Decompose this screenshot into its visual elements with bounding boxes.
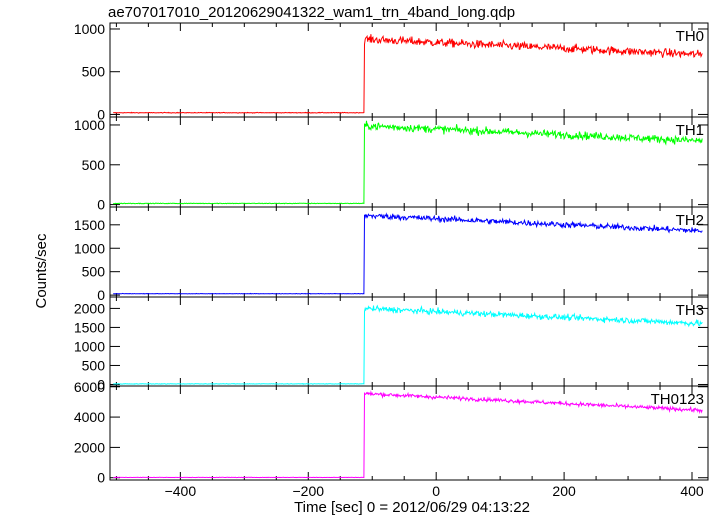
y-tick-label: 0	[97, 287, 105, 303]
y-tick-label: 0	[97, 376, 105, 392]
y-tick-label: 500	[82, 64, 106, 80]
y-tick-label: 1000	[74, 240, 105, 256]
panel-th2: 0 500 1000 1500 TH2	[74, 206, 709, 303]
x-tick-label: −200	[292, 483, 324, 499]
panels-group: 0 500 1000 TH0 0 500 1000 TH1 0 500 1000 1500 TH2 0 50…	[74, 21, 709, 499]
panel-th0: 0 500 1000 TH0	[74, 21, 709, 122]
x-tick-label: −400	[165, 483, 197, 499]
x-tick-label: 200	[552, 483, 576, 499]
chart-title: ae707017010_20120629041322_wam1_trn_4ban…	[108, 4, 515, 21]
y-tick-label: 2000	[74, 439, 105, 455]
panel-th1: 0 500 1000 TH1	[74, 116, 709, 213]
y-tick-label: 500	[82, 357, 106, 373]
panel-frame	[109, 385, 709, 481]
x-tick-label: 400	[680, 483, 704, 499]
y-axis-label: Counts/sec	[33, 233, 50, 309]
series-line-th0123	[113, 390, 703, 479]
series-label: TH0123	[651, 391, 704, 408]
y-tick-label: 0	[97, 197, 105, 213]
y-tick-label: 0	[97, 470, 105, 486]
y-tick-label: 500	[82, 264, 106, 280]
series-line-th2	[113, 212, 703, 295]
panel-frame	[109, 22, 709, 118]
y-tick-label: 6000	[74, 379, 105, 395]
x-axis-label: Time [sec] 0 = 2012/06/29 04:13:22	[294, 499, 530, 516]
y-tick-label: 500	[82, 157, 106, 173]
series-label: TH1	[676, 122, 704, 139]
series-label: TH0	[676, 28, 704, 45]
y-tick-label: 4000	[74, 409, 105, 425]
panel-th3: 0 500 1000 1500 2000 TH3	[74, 296, 709, 392]
y-tick-label: 2000	[74, 300, 105, 316]
series-line-th3	[113, 304, 703, 386]
y-tick-label: 1000	[74, 117, 105, 133]
series-line-th0	[113, 34, 703, 114]
y-tick-label: 1500	[74, 319, 105, 335]
y-tick-label: 0	[97, 106, 105, 122]
series-line-th1	[113, 120, 703, 205]
y-tick-label: 1500	[74, 217, 105, 233]
x-tick-label: 0	[432, 483, 440, 499]
panel-th0123: 0 2000 4000 6000 TH0123	[74, 379, 709, 486]
y-tick-label: 1000	[74, 338, 105, 354]
series-label: TH2	[676, 212, 704, 229]
panel-frame	[109, 206, 709, 298]
series-label: TH3	[676, 302, 704, 319]
y-tick-label: 1000	[74, 21, 105, 37]
